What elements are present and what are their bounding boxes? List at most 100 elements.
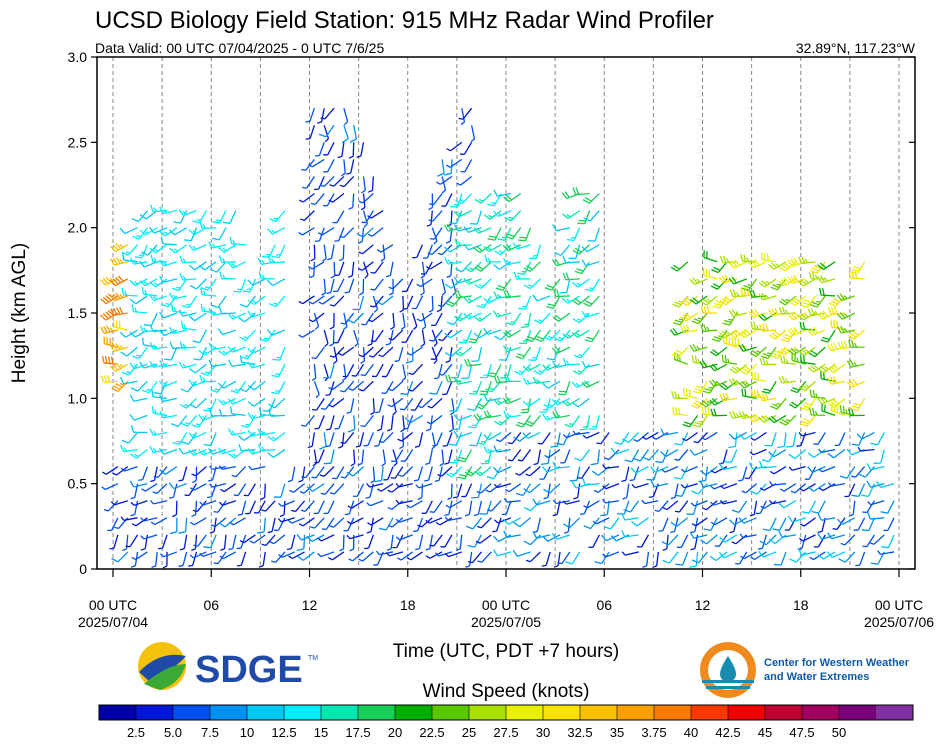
wind-barb xyxy=(804,466,817,480)
wind-barb xyxy=(542,534,561,542)
wind-barb xyxy=(442,381,453,396)
wind-barb xyxy=(169,244,188,254)
wind-barb xyxy=(573,483,581,500)
wind-barb xyxy=(788,465,806,471)
wind-barb xyxy=(551,346,571,354)
wind-barb xyxy=(334,227,345,242)
wind-barb xyxy=(503,530,521,538)
wind-barb xyxy=(572,397,590,408)
wind-barb xyxy=(821,403,836,417)
wind-barb xyxy=(681,431,698,442)
wind-barb xyxy=(219,271,236,280)
wind-barb xyxy=(360,415,374,428)
wind-barb xyxy=(552,499,570,505)
wind-barb xyxy=(740,254,757,263)
wind-barb xyxy=(320,397,335,411)
wind-barb xyxy=(487,500,502,512)
wind-barb xyxy=(179,341,197,349)
wind-barb xyxy=(603,517,620,530)
wind-barb xyxy=(453,224,472,232)
colorbar-swatch xyxy=(469,705,507,720)
wind-barb xyxy=(581,259,600,267)
wind-barb xyxy=(334,261,345,277)
wind-barb xyxy=(593,483,610,493)
wind-barb xyxy=(463,277,482,285)
wind-barb xyxy=(543,483,561,494)
wind-barb xyxy=(600,500,610,517)
wind-barb xyxy=(249,534,266,544)
wind-barb xyxy=(271,551,286,563)
wind-barb xyxy=(395,499,413,505)
wind-barb xyxy=(463,312,482,320)
wind-barb xyxy=(329,295,345,307)
wind-barb xyxy=(445,500,463,509)
wind-barb xyxy=(149,445,168,454)
wind-barb xyxy=(534,329,551,343)
wind-barb xyxy=(561,191,580,200)
wind-barb xyxy=(298,517,315,527)
wind-barb xyxy=(110,306,128,316)
wind-barb xyxy=(772,517,787,531)
wind-barb xyxy=(474,261,492,272)
colorbar-swatch xyxy=(321,705,359,720)
wind-barb xyxy=(789,551,807,563)
wind-barb xyxy=(641,499,659,505)
wind-barb xyxy=(247,310,266,318)
wind-barb xyxy=(847,339,865,348)
wind-barb xyxy=(103,500,119,512)
wind-barb xyxy=(159,410,177,419)
x-tick-label: 18 xyxy=(400,597,416,613)
wind-barb xyxy=(366,483,384,488)
wind-barb xyxy=(798,346,816,356)
wind-barb xyxy=(210,517,227,528)
wind-barb xyxy=(347,261,355,278)
wind-barb xyxy=(399,295,405,313)
wind-barb xyxy=(313,312,320,330)
wind-barb xyxy=(467,551,482,564)
wind-barb xyxy=(562,431,580,439)
wind-barb xyxy=(769,466,787,475)
wind-barb xyxy=(750,431,767,441)
wind-barb xyxy=(532,376,551,385)
wind-barb xyxy=(109,534,119,550)
wind-barb xyxy=(378,432,394,444)
wind-barb xyxy=(458,329,473,344)
wind-barb xyxy=(286,534,296,551)
wind-barb xyxy=(463,295,482,304)
wind-barb xyxy=(172,432,188,446)
wind-barb xyxy=(348,551,364,562)
wind-barb xyxy=(385,329,394,346)
wind-barb xyxy=(728,259,747,269)
wind-barb xyxy=(437,159,445,177)
wind-barb xyxy=(532,294,551,302)
wind-barb xyxy=(151,551,158,569)
wind-barb xyxy=(404,414,423,424)
wind-barb xyxy=(237,500,247,516)
wind-barb xyxy=(670,517,679,534)
wind-barb xyxy=(370,295,384,308)
colorbar-swatch xyxy=(99,705,137,720)
wind-barb xyxy=(314,142,325,157)
wind-barb xyxy=(703,250,718,263)
wind-barb xyxy=(391,449,404,463)
wind-barb xyxy=(827,482,846,487)
wind-barb xyxy=(502,345,521,353)
wind-barb xyxy=(441,278,447,296)
wind-barb xyxy=(572,430,590,436)
wind-barb xyxy=(572,244,590,255)
wind-barb xyxy=(179,534,188,551)
wind-barb xyxy=(542,380,561,389)
wind-barb xyxy=(343,108,349,126)
wind-barb xyxy=(729,289,747,298)
wind-barb xyxy=(329,483,345,495)
wind-barb xyxy=(493,549,512,557)
wind-barb xyxy=(838,551,856,563)
wind-barb xyxy=(236,534,247,550)
wind-barb xyxy=(227,397,246,405)
wind-barb xyxy=(621,466,630,483)
wind-barb xyxy=(492,466,512,474)
wind-barb xyxy=(483,446,502,454)
wind-barb xyxy=(844,483,856,498)
wind-barb xyxy=(444,551,463,558)
wind-barb xyxy=(455,193,473,205)
